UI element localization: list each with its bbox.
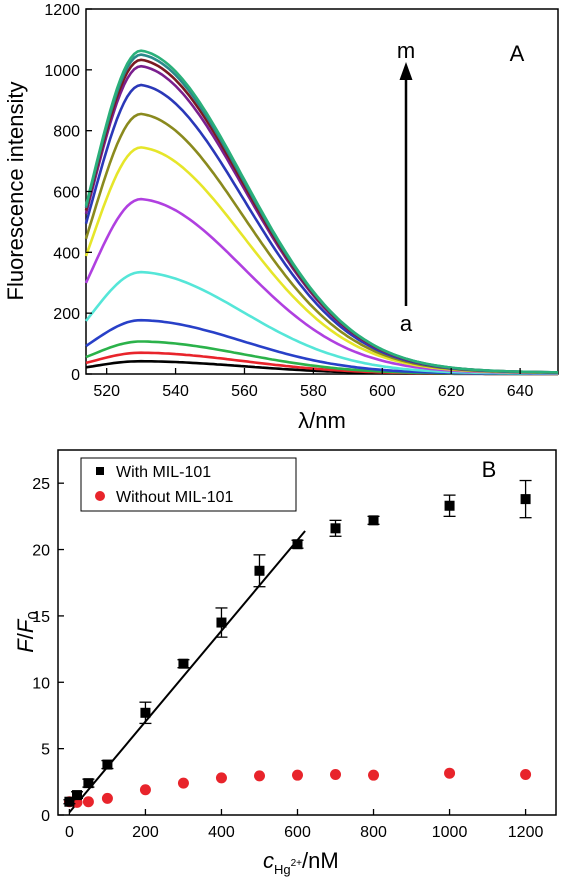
panel-b-plot-frame — [57, 449, 557, 816]
b-x-tick-label: 400 — [208, 824, 235, 841]
panel-b-x-ticks: 0 200 400 600 800 1000 1200 — [65, 809, 544, 841]
a-y-tick-label: 400 — [53, 245, 80, 262]
panel-b-points — [63, 479, 532, 808]
b-point-with — [330, 523, 341, 534]
b-point-with — [216, 617, 227, 628]
trend-arrow-head — [399, 62, 413, 80]
b-x-tick-label: 800 — [360, 824, 387, 841]
panel-a: 520 540 560 580 600 620 640 0 200 400 600 800 1000 1… — [3, 2, 559, 433]
panel-b-label: B — [482, 457, 497, 482]
b-point-with — [102, 759, 113, 770]
legend-label-with: With MIL-101 — [116, 464, 211, 481]
legend-box — [80, 457, 297, 512]
b-point-with — [368, 515, 379, 526]
b-x-tick-label: 200 — [132, 824, 159, 841]
b-point-with — [83, 778, 94, 789]
a-curve-j — [84, 64, 559, 374]
b-point-with — [178, 658, 189, 669]
b-x-tick-label: 0 — [65, 824, 74, 841]
a-y-tick-label: 1000 — [44, 63, 80, 80]
b-point-without — [82, 796, 94, 808]
b-point-with — [444, 500, 455, 511]
a-y-tick-label: 1200 — [44, 2, 80, 19]
b-point-with — [254, 565, 265, 576]
a-curve-i — [84, 83, 558, 374]
b-point-with — [64, 796, 75, 807]
a-y-tick-label: 600 — [53, 185, 80, 202]
b-x-tick-label: 1200 — [508, 824, 544, 841]
panel-a-x-ticks: 520 540 560 580 600 620 640 — [93, 368, 534, 400]
panel-b-legend: With MIL-101 Without MIL-101 — [80, 457, 297, 512]
panel-b-y-axis-title: F/F0 — [13, 611, 42, 652]
b-point-without — [139, 784, 151, 796]
panel-b: 0 200 400 600 800 1000 1200 0 5 10 15 20 25 With MI… — [13, 449, 557, 877]
a-y-tick-label: 0 — [71, 367, 80, 384]
arrow-label-end: m — [397, 38, 415, 63]
b-y-tick-label: 0 — [41, 808, 50, 825]
arrow-label-start: a — [400, 311, 413, 336]
a-x-tick-label: 580 — [300, 383, 327, 400]
panel-a-x-axis-title: λ/nm — [298, 408, 346, 433]
b-point-without — [520, 769, 532, 781]
a-x-tick-label: 520 — [93, 383, 120, 400]
b-point-without — [368, 769, 380, 781]
b-point-with — [292, 539, 303, 550]
panel-b-x-axis-title: cHg2+/nM — [263, 848, 339, 877]
panel-a-trend-arrow: m a — [397, 38, 415, 336]
legend-marker-without — [95, 491, 105, 501]
b-point-without — [215, 772, 227, 784]
panel-b-y-ticks: 0 5 10 15 20 25 — [32, 476, 64, 825]
panel-b-fit-line — [68, 530, 306, 813]
a-curve-f — [84, 197, 558, 375]
b-x-tick-label: 600 — [284, 824, 311, 841]
panel-a-y-axis-title: Fluorescence intensity — [3, 82, 28, 301]
b-x-tick-label: 1000 — [432, 824, 468, 841]
b-point-without — [101, 792, 113, 804]
b-point-without — [253, 770, 265, 782]
b-y-tick-label: 5 — [41, 742, 50, 759]
a-x-tick-label: 540 — [162, 383, 189, 400]
b-point-with — [140, 707, 151, 718]
a-x-tick-label: 620 — [438, 383, 465, 400]
panel-a-curves — [84, 49, 559, 376]
b-point-without — [177, 777, 189, 789]
b-y-tick-label: 25 — [32, 476, 50, 493]
b-point-without — [291, 769, 303, 781]
b-point-without — [444, 767, 456, 779]
a-y-tick-label: 800 — [53, 124, 80, 141]
panel-a-label: A — [510, 41, 525, 66]
b-point-with — [520, 494, 531, 505]
b-point-without — [330, 769, 342, 781]
a-x-tick-label: 560 — [231, 383, 258, 400]
b-y-tick-label: 15 — [32, 609, 50, 626]
b-y-tick-label: 10 — [32, 675, 50, 692]
legend-marker-with — [96, 467, 104, 475]
panel-a-y-ticks: 0 200 400 600 800 1000 1200 — [44, 2, 92, 384]
a-curve-k — [84, 58, 558, 374]
b-linear-fit — [68, 530, 306, 813]
a-y-tick-label: 200 — [53, 306, 80, 323]
b-y-tick-label: 20 — [32, 543, 50, 560]
panel-a-plot-frame — [85, 8, 559, 375]
a-x-tick-label: 600 — [369, 383, 396, 400]
a-x-tick-label: 640 — [507, 383, 534, 400]
a-curve-g — [84, 146, 559, 375]
b-point-with — [72, 790, 83, 801]
legend-label-without: Without MIL-101 — [116, 489, 233, 506]
a-curve-m — [84, 49, 559, 374]
